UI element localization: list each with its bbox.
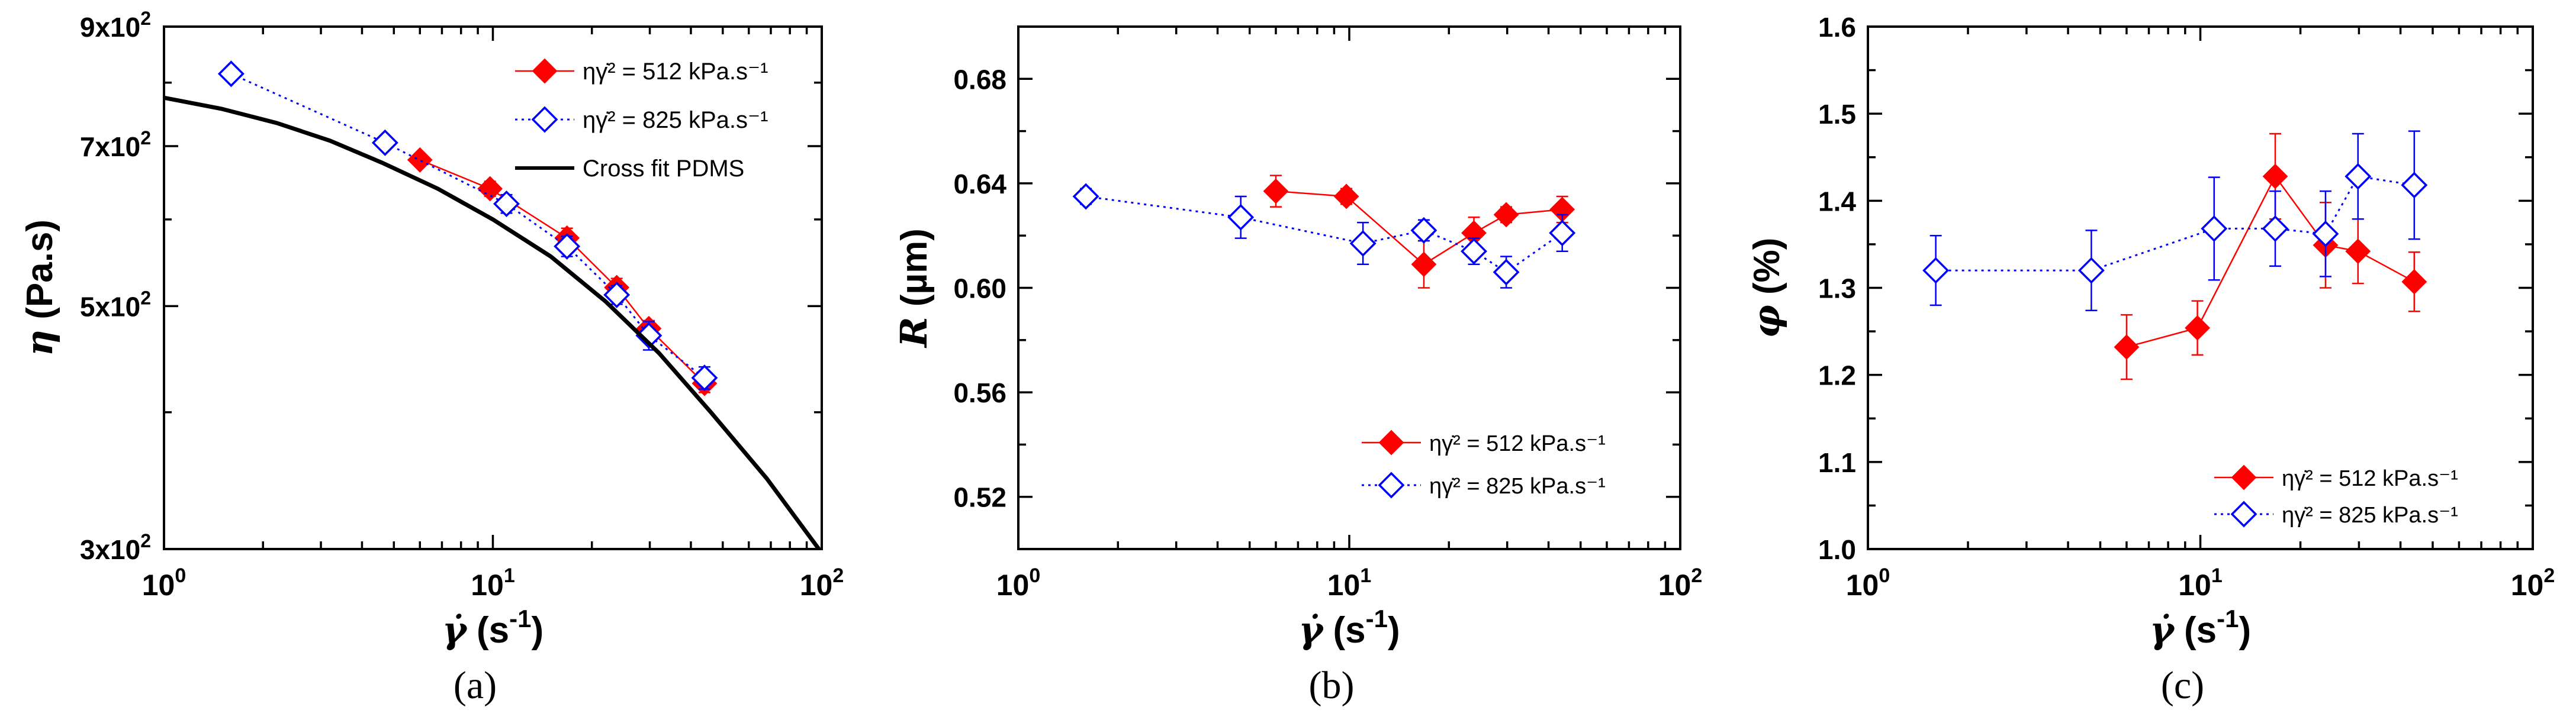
chart-panel-c: 100 101 102 1.0 1.1 1.2 1.3 1.4 1.5 1.6 γ̇ (s-1) φ … bbox=[1745, 12, 2555, 707]
y-tick-label: 0.60 bbox=[953, 273, 1006, 304]
y-tick-label: 0.56 bbox=[953, 377, 1006, 408]
y-tick-label: 1.0 bbox=[1818, 534, 1856, 565]
legend-marker bbox=[2231, 464, 2257, 490]
y-tick-label: 1.5 bbox=[1818, 99, 1856, 130]
legend-marker bbox=[1378, 430, 1404, 456]
y-axis-label: φ (%) bbox=[1745, 238, 1788, 338]
data-point bbox=[2114, 334, 2140, 360]
panel-label: (b) bbox=[1309, 664, 1355, 707]
x-axis-label: γ̇ (s-1) bbox=[1298, 605, 1400, 651]
legend-label: ηγ̇² = 825 kPa.s⁻¹ bbox=[1429, 474, 1606, 499]
series-line bbox=[2126, 175, 2415, 348]
series-line bbox=[164, 95, 821, 549]
data-layer bbox=[164, 60, 821, 549]
data-point bbox=[2077, 257, 2105, 284]
x-tick-label: 100 bbox=[1846, 564, 1890, 602]
data-point bbox=[2401, 269, 2427, 295]
x-tick-label: 101 bbox=[2178, 564, 2223, 602]
data-point bbox=[1461, 238, 1487, 265]
data-point bbox=[691, 364, 718, 392]
data-point bbox=[635, 322, 663, 349]
legend: ηγ̇² = 512 kPa.s⁻¹ ηγ̇² = 825 kPa.s⁻¹ bbox=[1362, 430, 1606, 499]
data-point bbox=[2312, 220, 2339, 247]
chart-panel-b: 100 101 102 0.52 0.56 0.60 0.64 0.68 γ̇ (s-1) R (… bbox=[892, 25, 1703, 707]
data-layer bbox=[1072, 175, 1576, 289]
data-point bbox=[1411, 251, 1437, 277]
y-tick-label: 1.1 bbox=[1818, 447, 1856, 478]
data-point bbox=[603, 281, 631, 308]
y-axis-label: η (Pa.s) bbox=[18, 220, 61, 356]
data-point bbox=[1349, 230, 1377, 257]
chart-panel-a: 100 101 102 3x102 5x102 7x102 9x102 γ̇ (s-1) η (… bbox=[18, 8, 844, 707]
plot-frame bbox=[163, 25, 823, 550]
legend-label: ηγ̇² = 825 kPa.s⁻¹ bbox=[583, 107, 768, 133]
data-point bbox=[1263, 178, 1289, 204]
y-tick-label: 5x102 bbox=[80, 287, 151, 322]
y-tick-label: 0.64 bbox=[953, 169, 1006, 199]
legend: ηγ̇² = 512 kPa.s⁻¹ ηγ̇² = 825 kPa.s⁻¹ bbox=[2214, 464, 2458, 528]
panel-label: (c) bbox=[2161, 664, 2204, 707]
y-axis-label: R (µm) bbox=[892, 228, 935, 348]
x-tick-label: 102 bbox=[1658, 564, 1703, 602]
data-point bbox=[1072, 183, 1099, 210]
data-point bbox=[1493, 259, 1520, 286]
y-tick-label: 1.6 bbox=[1818, 12, 1856, 43]
data-point bbox=[1227, 204, 1255, 231]
data-point bbox=[2401, 172, 2428, 199]
x-tick-label: 102 bbox=[800, 564, 844, 602]
legend-label: ηγ̇² = 825 kPa.s⁻¹ bbox=[2282, 503, 2458, 528]
series-line bbox=[1085, 195, 1563, 273]
x-tick-label: 102 bbox=[2511, 564, 2555, 602]
legend: ηγ̇² = 512 kPa.s⁻¹ ηγ̇² = 825 kPa.s⁻¹ Cros… bbox=[515, 58, 768, 182]
legend-label: ηγ̇² = 512 kPa.s⁻¹ bbox=[1429, 431, 1606, 456]
data-point bbox=[1493, 202, 1519, 228]
legend-marker bbox=[531, 106, 558, 133]
legend-label: Cross fit PDMS bbox=[583, 156, 744, 182]
x-tick-label: 100 bbox=[996, 564, 1041, 602]
data-point bbox=[217, 60, 245, 88]
data-point bbox=[2201, 215, 2228, 242]
x-tick-label: 100 bbox=[142, 564, 186, 602]
data-point bbox=[407, 147, 433, 173]
data-point bbox=[1333, 183, 1359, 209]
series-line bbox=[1935, 175, 2415, 272]
data-point bbox=[2185, 315, 2210, 341]
y-tick-label: 3x102 bbox=[80, 530, 151, 565]
legend-marker bbox=[532, 58, 558, 84]
panel-label: (a) bbox=[454, 664, 497, 707]
x-tick-label: 101 bbox=[1327, 564, 1372, 602]
legend-label: ηγ̇² = 512 kPa.s⁻¹ bbox=[2282, 466, 2458, 491]
y-tick-label: 0.52 bbox=[953, 482, 1006, 513]
series-line bbox=[419, 159, 705, 384]
data-point bbox=[2262, 163, 2288, 189]
legend-marker bbox=[2230, 501, 2257, 528]
data-point bbox=[554, 233, 581, 260]
data-point bbox=[371, 129, 398, 156]
y-tick-label: 9x102 bbox=[80, 8, 151, 43]
legend-label: ηγ̇² = 512 kPa.s⁻¹ bbox=[583, 59, 768, 85]
y-tick-label: 0.68 bbox=[953, 64, 1006, 95]
data-point bbox=[1922, 257, 1950, 284]
data-point bbox=[2345, 163, 2372, 190]
data-point bbox=[477, 176, 503, 202]
y-tick-label: 1.4 bbox=[1818, 186, 1856, 217]
data-point bbox=[493, 191, 520, 218]
y-tick-label: 1.3 bbox=[1818, 273, 1856, 304]
x-tick-label: 101 bbox=[471, 564, 515, 602]
data-point bbox=[1410, 217, 1437, 244]
x-axis-label: γ̇ (s-1) bbox=[2150, 605, 2251, 651]
data-layer bbox=[1922, 130, 2428, 380]
y-tick-label: 7x102 bbox=[80, 127, 151, 162]
plot-frame bbox=[1017, 25, 1681, 550]
y-tick-label: 1.2 bbox=[1818, 360, 1856, 391]
data-point bbox=[2345, 238, 2371, 264]
data-point bbox=[1549, 220, 1576, 247]
x-axis-label: γ̇ (s-1) bbox=[442, 605, 543, 651]
legend-marker bbox=[1378, 472, 1405, 499]
data-point bbox=[2262, 215, 2289, 242]
